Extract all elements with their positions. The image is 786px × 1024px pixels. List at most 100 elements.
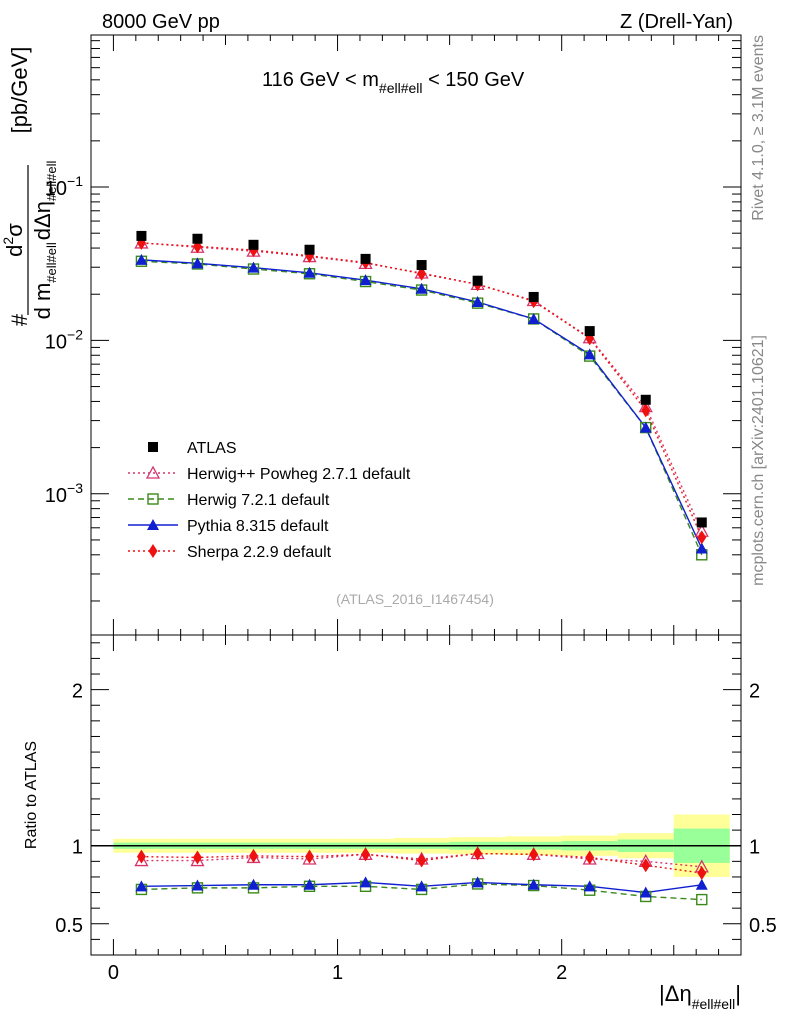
ratio-point-3 [697, 866, 707, 881]
xlabel-sub: #ell#ell [692, 996, 736, 1012]
y-tick-label-ratio: 0.5 [55, 915, 83, 937]
rivet-label: Rivet 4.1.0, ≥ 3.1M events [750, 35, 767, 221]
y-tick-label-main: 10−3 [45, 480, 83, 507]
ratio-point-2 [191, 879, 204, 891]
data-point [360, 253, 371, 264]
data-point [304, 244, 315, 255]
legend-marker [147, 493, 159, 505]
ratio-point-2 [583, 880, 596, 892]
series-point-2 [247, 261, 260, 273]
legend-marker [148, 442, 158, 452]
ratio-point-2 [471, 876, 484, 888]
ratio-panel: 0 1 2 0.5 0.5 1 1 2 2 [55, 634, 777, 984]
series-point-2 [135, 253, 148, 265]
main-series [134, 230, 709, 561]
data-point [248, 239, 259, 250]
series-point-2 [359, 274, 372, 286]
chart-title-sub: #ell#ell [379, 80, 423, 96]
xlabel-close: | [735, 981, 741, 1006]
legend-marker [147, 519, 159, 530]
ratio-point-2 [527, 878, 540, 890]
y-tick-label-ratio-right: 2 [749, 681, 760, 703]
x-tick-label: 2 [556, 962, 567, 984]
chart-title-right: < 150 GeV [423, 69, 525, 91]
ylabel-units: [pb/GeV] [7, 47, 32, 134]
y-tick-label-base: 10 [45, 331, 67, 353]
ratio-point-3 [192, 850, 202, 865]
data-point [192, 233, 203, 244]
legend-label: Pythia 8.315 default [187, 518, 329, 535]
series-line-1 [141, 260, 703, 556]
ratio-point-2 [247, 878, 260, 890]
series-point-2 [191, 257, 204, 269]
data-point [584, 326, 595, 337]
y-tick-label-main: 10−1 [45, 173, 83, 200]
mcplots-label: mcplots.cern.ch [arXiv:2401.10621] [750, 335, 767, 586]
main-ticks: 10−110−210−3 [45, 35, 742, 635]
ratio-point-3 [529, 847, 539, 862]
chart-title-left: 116 GeV < m [262, 69, 379, 91]
ratio-point-2 [135, 880, 148, 892]
header-right: Z (Drell-Yan) [620, 11, 733, 33]
ylabel-fraction: d2σ d m#ell#elldΔη#ell#ell [0, 160, 59, 319]
data-point [416, 260, 427, 271]
ratio-point-2 [303, 878, 316, 890]
ratio-point-3 [305, 849, 315, 864]
ylabel-denominator: d m#ell#elldΔη#ell#ell [30, 160, 59, 319]
ylabel-numerator: d2σ [0, 223, 27, 257]
legend-label: Sherpa 2.2.9 default [187, 544, 332, 561]
series-point-2 [303, 266, 316, 278]
series-point-2 [471, 295, 484, 307]
main-ylabel: # d2σ d m#ell#elldΔη#ell#ell [pb/GeV] [0, 47, 59, 327]
legend-marker [145, 465, 161, 479]
series-point-2 [695, 542, 708, 554]
y-tick-label-exponent: −2 [67, 326, 83, 342]
series-point-3 [417, 266, 427, 281]
y-tick-label-ratio-right: 1 [749, 837, 760, 859]
y-tick-label-exponent: −1 [67, 173, 83, 189]
series-line-3 [141, 242, 703, 538]
data-point [640, 394, 651, 405]
ratio-frame [90, 634, 742, 956]
y-tick-label-exponent: −3 [67, 480, 83, 496]
ratio-point-2 [695, 878, 708, 890]
data-point [696, 517, 707, 528]
main-panel: 10−110−210−3 116 GeV < m#ell#ell < 150 G… [45, 34, 742, 636]
y-tick-label-base: 10 [45, 178, 67, 200]
legend-label: Herwig 7.2.1 default [187, 492, 330, 509]
ylabel-hash: # [7, 313, 32, 326]
ratio-ylabel: Ratio to ATLAS [23, 741, 40, 849]
y-tick-label-ratio-right: 0.5 [749, 915, 777, 937]
ratio-point-2 [359, 876, 372, 888]
series-point-2 [415, 282, 428, 294]
legend-label: Herwig++ Powheg 2.7.1 default [187, 466, 411, 483]
series-point-2 [527, 312, 540, 324]
header-left: 8000 GeV pp [102, 11, 220, 33]
y-tick-label-main: 10−2 [45, 326, 83, 353]
ratio-point-3 [473, 846, 483, 861]
ratio-point-3 [361, 847, 371, 862]
legend-label: ATLAS [187, 440, 237, 457]
y-tick-label-ratio: 1 [72, 837, 83, 859]
xlabel: |Δη#ell#ell| [659, 981, 741, 1012]
ratio-point-0 [190, 853, 205, 867]
ratio-point-1 [696, 893, 708, 906]
xlabel-main: |Δη [659, 981, 692, 1006]
y-tick-label-ratio: 2 [72, 681, 83, 703]
series-point-3 [697, 530, 707, 545]
data-point [136, 230, 147, 241]
ratio-point-0 [134, 853, 149, 867]
ratio-point-3 [249, 848, 258, 863]
ratio-point-3 [585, 850, 595, 865]
series-point-3 [641, 403, 651, 418]
ratio-point-3 [641, 858, 651, 873]
ratio-point-2 [639, 886, 652, 898]
series-point-2 [639, 421, 652, 433]
series-point-2 [583, 348, 596, 360]
analysis-watermark: (ATLAS_2016_I1467454) [336, 591, 494, 607]
legend-marker [148, 544, 158, 558]
legend: ATLAS Herwig++ Powheg 2.7.1 default Herwig… [128, 440, 411, 561]
data-point [472, 275, 483, 286]
x-tick-label: 1 [332, 962, 343, 984]
